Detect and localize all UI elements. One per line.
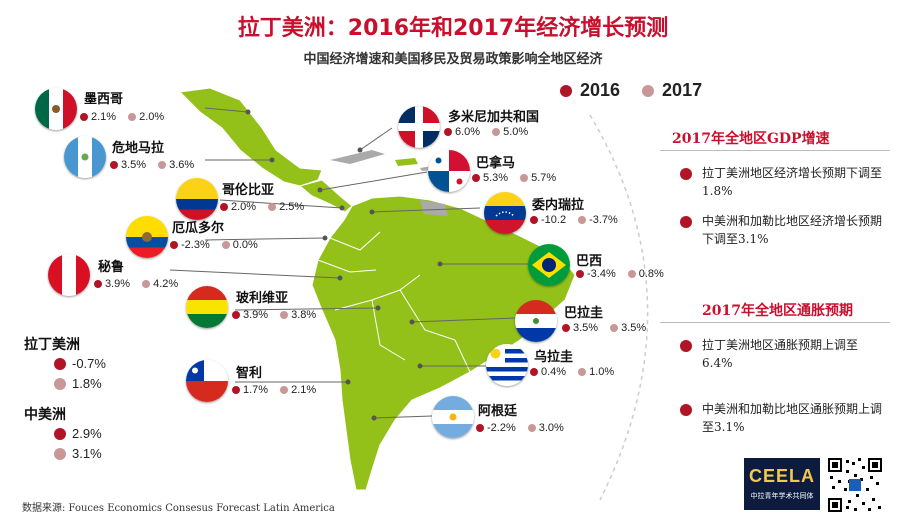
gdp-item-1: 拉丁美洲地区经济增长预期下调至1.8%: [680, 164, 887, 200]
legend-2016-dot: [560, 84, 572, 97]
paraguay-flag: [515, 300, 557, 342]
value-2017: -3.7%: [589, 214, 618, 226]
qr-code: [826, 456, 884, 514]
country-name: 厄瓜多尔: [172, 221, 225, 236]
country-name: 智利: [236, 366, 263, 381]
summary-latam-title: 拉丁美洲: [24, 337, 80, 353]
country-name: 墨西哥: [84, 92, 124, 107]
value-2017: 2.5%: [279, 201, 305, 213]
summary-central-2016: 2.9%: [54, 426, 102, 441]
country-values: -2.3% 0.0%: [170, 239, 258, 251]
country-values: 2.1% 2.0%: [80, 111, 164, 123]
guatemala-flag: [64, 136, 106, 178]
value-2016: 2.0%: [231, 201, 257, 213]
page-subtitle: 中国经济增速和美国移民及贸易政策影响全地区经济: [303, 52, 603, 67]
mexico-shape: [178, 87, 323, 187]
data-source: 数据来源: Fouces Economics Consesus Forecast…: [22, 503, 335, 514]
uruguay-flag: [486, 344, 528, 386]
country-values: -10.2 -3.7%: [530, 214, 618, 226]
value-2017: 3.5%: [621, 322, 647, 334]
value-2016: 0.4%: [541, 366, 567, 378]
brazil-flag: [528, 244, 570, 286]
south-america-shape: [311, 195, 576, 491]
country-name: 秘鲁: [98, 260, 125, 275]
ceela-logo: CEELA 中拉青年学术共同体: [744, 458, 820, 510]
country-values: 3.9% 3.8%: [232, 309, 316, 321]
value-2017: 4.2%: [153, 278, 179, 290]
year-legend: 2016 2017: [560, 80, 702, 101]
legend-2016-label: 2016: [580, 80, 621, 100]
country-name: 巴拉圭: [564, 306, 604, 321]
inflation-panel-divider: [660, 322, 890, 323]
gdp-panel-divider: [660, 150, 890, 151]
page-title: 拉丁美洲：2016年和2017年经济增长预测: [237, 16, 669, 41]
venezuela-flag: [484, 192, 526, 234]
value-2016: -2.2%: [487, 422, 516, 434]
value-2016: 3.5%: [573, 322, 599, 334]
legend-2017-label: 2017: [662, 80, 703, 100]
value-2017: 2.1%: [291, 384, 317, 396]
inflation-item-2: 中美洲和加勒比地区通胀预期上调至3.1%: [680, 400, 887, 436]
value-2016: 2.1%: [91, 111, 117, 123]
value-2017: 2.0%: [139, 111, 165, 123]
country-values: 3.5% 3.5%: [562, 322, 646, 334]
value-2017: 5.7%: [531, 172, 557, 184]
value-2016: 1.7%: [243, 384, 269, 396]
country-values: 0.4% 1.0%: [530, 366, 614, 378]
country-name: 玻利维亚: [236, 291, 289, 306]
mexico-flag: [35, 88, 77, 130]
country-values: -2.2% 3.0%: [476, 422, 564, 434]
value-2016: 3.9%: [243, 309, 269, 321]
legend-2017-dot: [642, 84, 655, 97]
country-values: 2.0% 2.5%: [220, 201, 304, 213]
value-2016: -10.2: [541, 214, 567, 226]
country-values: 6.0% 5.0%: [444, 126, 528, 138]
value-2016: 5.3%: [483, 172, 509, 184]
summary-central-title: 中美洲: [24, 407, 66, 423]
inflation-panel-title: 2017年全地区通胀预期: [702, 303, 853, 319]
value-2016: 3.5%: [121, 159, 147, 171]
country-values: 3.9% 4.2%: [94, 278, 178, 290]
country-values: 1.7% 2.1%: [232, 384, 316, 396]
value-2017: 3.8%: [291, 309, 317, 321]
value-2017: 0.0%: [232, 239, 258, 251]
country-values: 3.5% 3.6%: [110, 159, 194, 171]
country-name: 巴拿马: [476, 156, 516, 171]
value-2017: 5.0%: [503, 126, 529, 138]
summary-latam-2017: 1.8%: [54, 376, 102, 391]
summary-latam-2016: -0.7%: [54, 356, 106, 371]
central-america-shape: [298, 179, 353, 213]
ecuador-flag: [126, 216, 168, 258]
peru-flag: [48, 254, 90, 296]
dominican-flag: [398, 106, 440, 148]
country-values: 5.3% 5.7%: [472, 172, 556, 184]
country-name: 巴西: [576, 254, 603, 269]
chile-flag: [186, 360, 228, 402]
panama-flag: [428, 150, 470, 192]
value-2017: 3.0%: [538, 422, 564, 434]
inflation-item-1: 拉丁美洲地区通胀预期上调至6.4%: [680, 336, 887, 372]
value-2016: -2.3%: [181, 239, 210, 251]
country-values: -3.4% 0.8%: [576, 268, 664, 280]
colombia-flag: [176, 178, 218, 220]
value-2017: 1.0%: [589, 366, 615, 378]
country-name: 阿根廷: [478, 404, 518, 419]
argentina-flag: [432, 396, 474, 438]
country-name: 危地马拉: [112, 141, 165, 156]
gdp-item-2: 中美洲和加勒比地区经济增长预期下调至3.1%: [680, 212, 887, 248]
value-2016: -3.4%: [587, 268, 616, 280]
gdp-panel-title: 2017年全地区GDP增速: [672, 131, 830, 147]
value-2017: 3.6%: [169, 159, 195, 171]
value-2017: 0.8%: [638, 268, 664, 280]
summary-central-2017: 3.1%: [54, 446, 102, 461]
value-2016: 6.0%: [455, 126, 481, 138]
country-name: 乌拉圭: [534, 350, 574, 365]
country-name: 哥伦比亚: [222, 183, 275, 198]
value-2016: 3.9%: [105, 278, 131, 290]
bolivia-flag: [186, 286, 228, 328]
country-name: 委内瑞拉: [532, 198, 585, 213]
country-name: 多米尼加共和国: [448, 110, 540, 125]
